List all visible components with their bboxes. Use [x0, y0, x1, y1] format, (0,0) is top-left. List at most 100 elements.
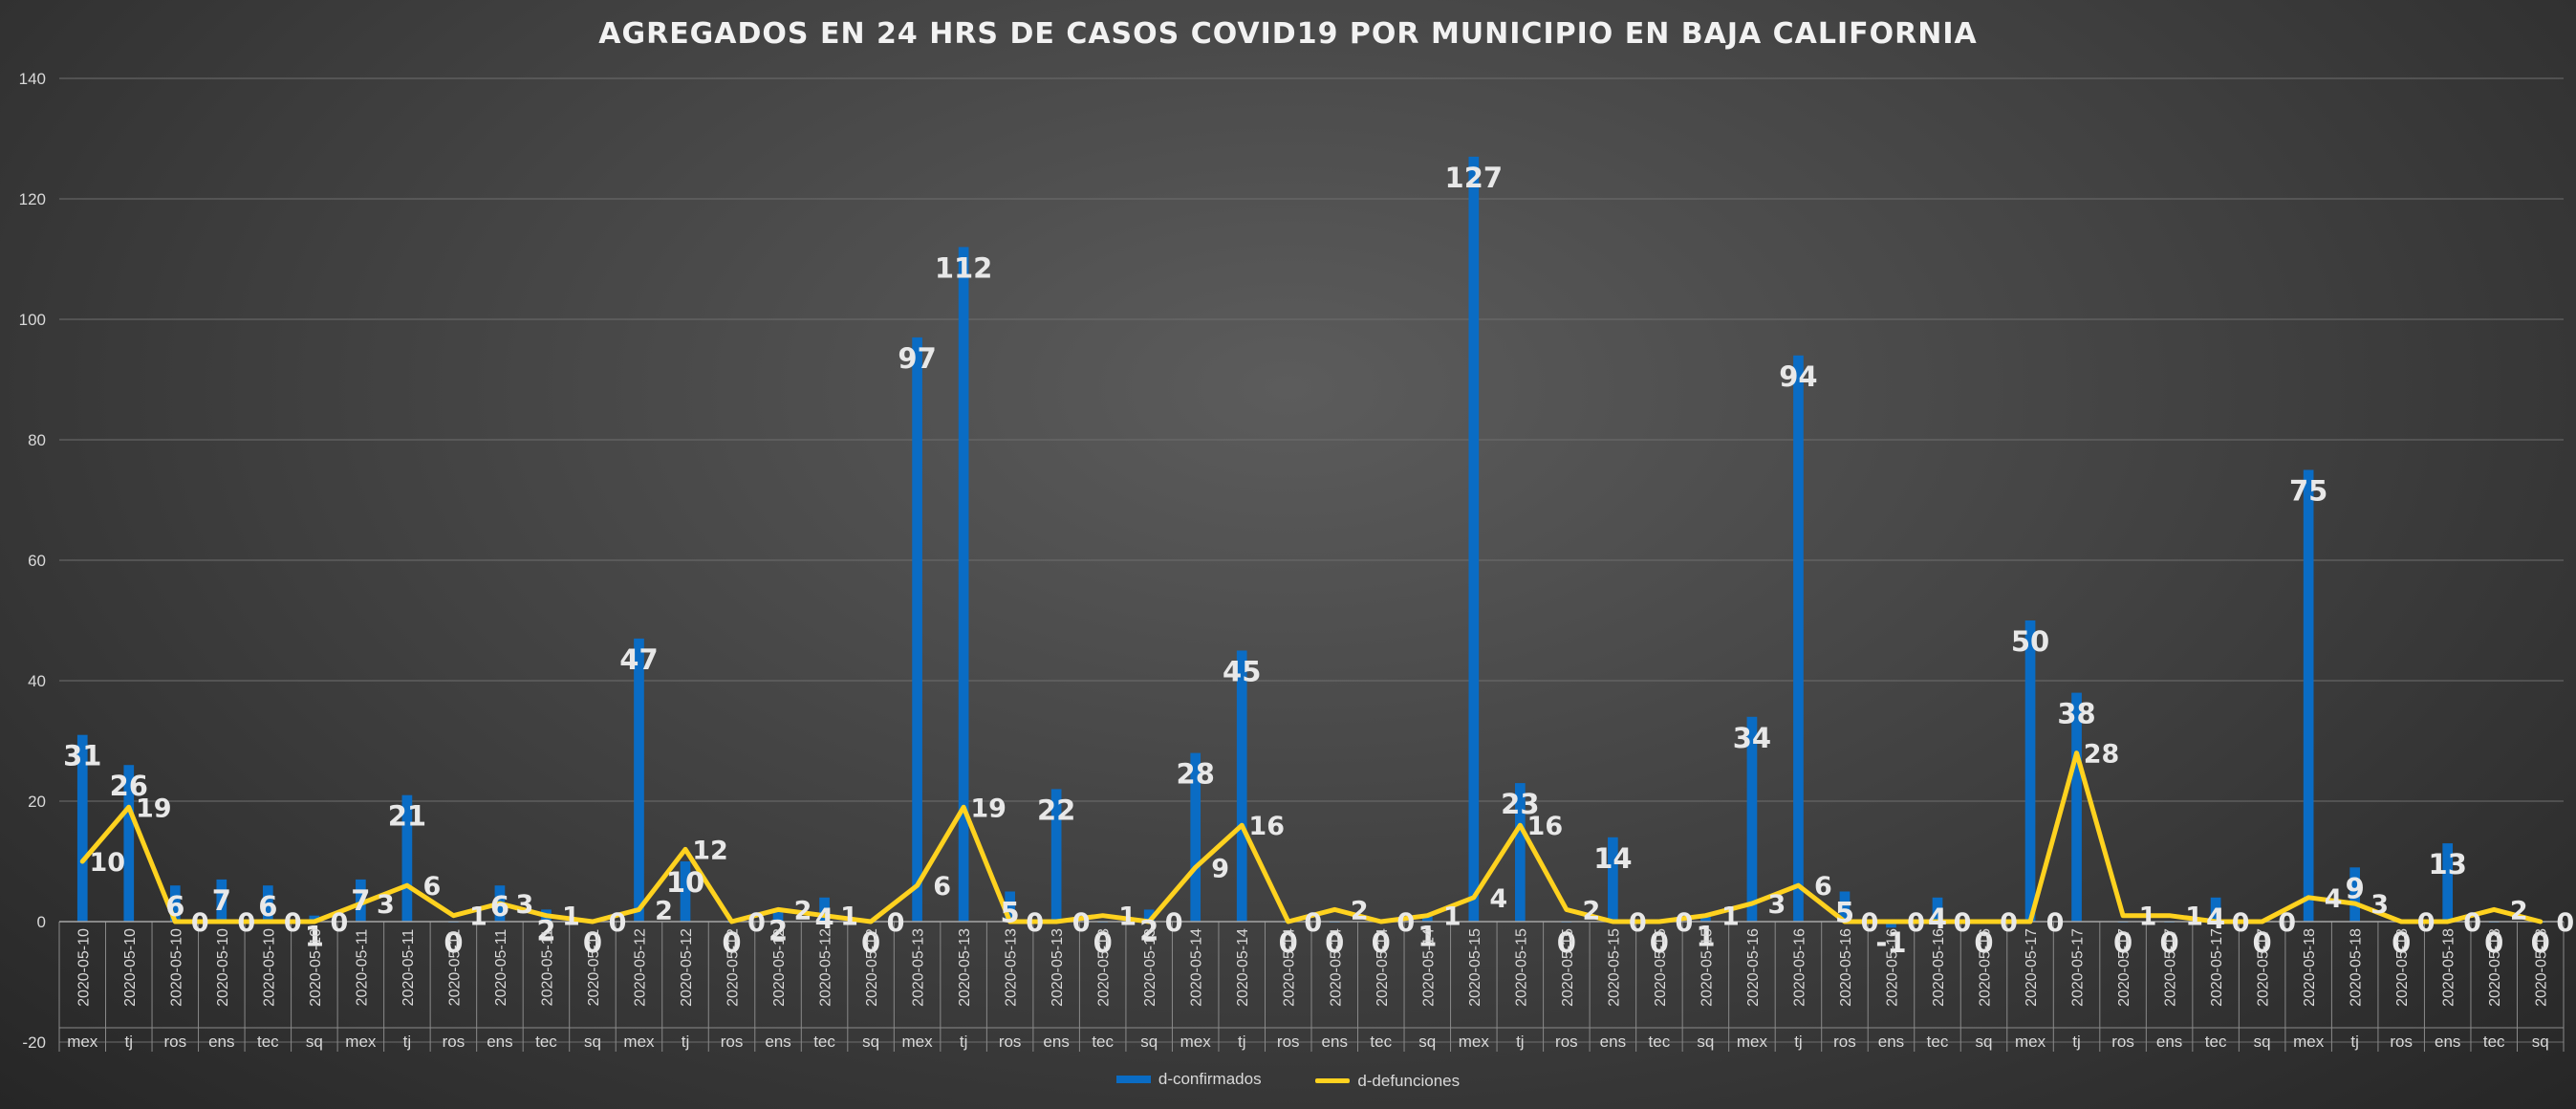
data-label-defunciones: 1: [562, 902, 580, 932]
data-label-defunciones: 1: [1443, 902, 1461, 932]
data-label-defunciones: 0: [191, 908, 209, 938]
x-tick-municipio: mex: [902, 1033, 934, 1051]
data-label-confirmados: 0: [1650, 926, 1669, 959]
x-tick-municipio: mex: [2293, 1033, 2325, 1051]
x-tick-date: 2020-05-14: [1328, 928, 1344, 1007]
data-label-confirmados: 21: [388, 800, 426, 833]
x-tick-municipio: ros: [2111, 1033, 2134, 1051]
data-label-confirmados: 0: [1557, 926, 1576, 959]
x-tick-municipio: tj: [2072, 1033, 2081, 1051]
x-tick-municipio: tec: [535, 1033, 557, 1051]
data-label-defunciones: 6: [1814, 872, 1832, 902]
data-label-defunciones: 12: [692, 836, 728, 865]
x-tick-municipio: ens: [1878, 1033, 1904, 1051]
x-tick-date: 2020-05-13: [1004, 928, 1020, 1007]
bar-confirmados: [2210, 897, 2221, 922]
data-label-defunciones: 9: [1211, 854, 1229, 883]
x-tick-municipio: tec: [1649, 1033, 1671, 1051]
y-tick-label: 120: [19, 190, 46, 208]
x-tick-date: 2020-05-10: [76, 928, 92, 1007]
data-label-confirmados: 34: [1733, 722, 1771, 754]
data-label-confirmados: 0: [583, 926, 602, 959]
data-label-confirmados: 0: [2531, 926, 2550, 959]
x-tick-municipio: ros: [999, 1033, 1022, 1051]
data-label-confirmados: 4: [1928, 902, 1947, 935]
x-tick-date: 2020-05-15: [1467, 928, 1483, 1007]
x-tick-municipio: mex: [1737, 1033, 1768, 1051]
y-tick-label: 20: [28, 793, 46, 811]
data-label-defunciones: 0: [1629, 908, 1647, 938]
x-tick-municipio: tec: [1370, 1033, 1392, 1051]
data-label-confirmados: 7: [212, 884, 231, 917]
x-tick-municipio: tec: [2205, 1033, 2227, 1051]
x-tick-date: 2020-05-16: [1791, 928, 1808, 1007]
x-tick-date: 2020-05-14: [1420, 928, 1437, 1007]
data-label-confirmados: 0: [1279, 926, 1298, 959]
data-label-defunciones: 0: [1675, 908, 1693, 938]
x-tick-municipio: tj: [1794, 1033, 1803, 1051]
data-label-defunciones: 0: [1304, 908, 1322, 938]
bar-confirmados: [1886, 922, 1896, 928]
data-label-confirmados: 1: [305, 921, 324, 953]
x-tick-municipio: tec: [1092, 1033, 1114, 1051]
bar-confirmados: [1005, 891, 1015, 922]
x-tick-municipio: ros: [1833, 1033, 1856, 1051]
legend-item-defunciones: d-defunciones: [1315, 1072, 1460, 1091]
data-label-defunciones: 3: [2370, 890, 2389, 920]
data-label-defunciones: 0: [1072, 908, 1091, 938]
bar-confirmados: [2024, 620, 2036, 922]
data-label-confirmados: 2: [536, 914, 555, 946]
data-label-confirmados: 97: [898, 342, 936, 375]
x-tick-municipio: ens: [487, 1033, 512, 1051]
data-label-defunciones: 1: [1118, 902, 1136, 932]
x-tick-date: 2020-05-10: [261, 928, 277, 1007]
data-label-confirmados: 0: [1325, 926, 1344, 959]
data-label-confirmados: 1: [1418, 921, 1437, 953]
bar-confirmados: [1839, 891, 1851, 922]
data-label-defunciones: 16: [1527, 812, 1564, 841]
bar-confirmados: [216, 879, 227, 922]
x-tick-municipio: ens: [2435, 1033, 2460, 1051]
data-label-defunciones: 2: [1351, 896, 1369, 925]
y-tick-label: 80: [28, 431, 46, 449]
x-tick-municipio: ros: [2390, 1033, 2413, 1051]
bar-confirmados: [819, 897, 830, 922]
x-tick-date: 2020-05-16: [1978, 928, 1994, 1007]
data-label-confirmados: 10: [666, 866, 704, 899]
x-tick-municipio: sq: [1418, 1033, 1436, 1051]
bar-confirmados: [1050, 789, 1062, 922]
x-tick-municipio: ens: [1043, 1033, 1069, 1051]
data-label-confirmados: 6: [165, 890, 184, 923]
x-tick-municipio: sq: [306, 1033, 323, 1051]
data-label-confirmados: 23: [1501, 788, 1539, 820]
data-label-defunciones: 0: [609, 908, 627, 938]
x-tick-municipio: ros: [163, 1033, 186, 1051]
x-tick-date: 2020-05-10: [308, 928, 324, 1007]
data-label-defunciones: 3: [377, 890, 395, 920]
x-tick-date: 2020-05-12: [771, 928, 788, 1007]
bar-confirmados: [1421, 915, 1433, 922]
x-tick-date: 2020-05-17: [2116, 928, 2132, 1007]
data-label-defunciones: 16: [1248, 812, 1285, 841]
data-label-confirmados: 4: [2206, 902, 2225, 935]
x-tick-date: 2020-05-17: [2209, 928, 2225, 1007]
x-tick-municipio: ros: [1555, 1033, 1578, 1051]
data-label-defunciones: 0: [330, 908, 348, 938]
bar-confirmados: [309, 915, 320, 922]
y-tick-label: 40: [28, 672, 46, 690]
x-tick-municipio: ens: [1322, 1033, 1348, 1051]
x-tick-date: 2020-05-17: [2070, 928, 2087, 1007]
data-label-confirmados: 0: [1974, 926, 1993, 959]
x-tick-date: 2020-05-12: [679, 928, 695, 1007]
x-tick-municipio: ros: [721, 1033, 744, 1051]
data-label-defunciones: 2: [794, 896, 812, 925]
legend-label-confirmados: d-confirmados: [1158, 1070, 1262, 1088]
bar-confirmados: [76, 734, 88, 922]
data-label-defunciones: 0: [2417, 908, 2435, 938]
legend-swatch-defunciones: [1315, 1078, 1351, 1083]
bar-confirmados: [356, 879, 366, 922]
data-label-defunciones: 0: [1165, 908, 1183, 938]
data-label-defunciones: 0: [887, 908, 905, 938]
legend-item-confirmados: d-confirmados: [1115, 1070, 1262, 1089]
bar-confirmados: [1700, 915, 1711, 922]
